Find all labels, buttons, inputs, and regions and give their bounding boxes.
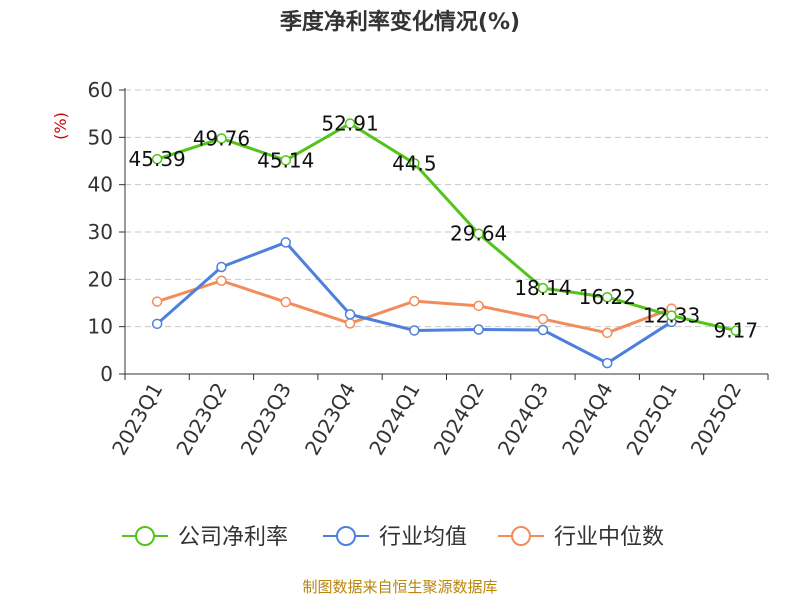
legend: 公司净利率 行业均值 行业中位数 <box>122 525 664 550</box>
x-tick-label: 2024Q2 <box>429 379 489 460</box>
data-point <box>537 282 549 294</box>
y-tick-label: 50 <box>88 125 113 149</box>
data-source-note: 制图数据来自恒生聚源数据库 <box>302 578 498 596</box>
axes: 0 10 20 30 40 50 60 (%) 2023Q1 2023Q2 2023Q3 2023Q4… <box>51 78 769 460</box>
x-tick-label: 2023Q3 <box>236 379 296 460</box>
x-tick-label: 2024Q3 <box>493 379 553 460</box>
data-point <box>344 118 356 129</box>
data-point <box>151 296 163 307</box>
series-line <box>156 122 737 333</box>
x-tick-label: 2023Q1 <box>107 379 167 460</box>
data-point <box>602 327 613 339</box>
series-lines <box>151 118 742 369</box>
data-point <box>473 300 484 312</box>
legend-marker <box>336 526 356 546</box>
data-point <box>280 155 291 166</box>
data-point <box>216 261 227 273</box>
x-tick-label: 2024Q1 <box>364 379 424 460</box>
data-labels: 45.39 49.76 45.14 52.91 44.5 29.64 18.14 16.22 1… <box>129 112 759 343</box>
data-point <box>409 295 420 307</box>
data-point <box>537 324 549 336</box>
y-tick-label: 20 <box>88 267 113 291</box>
data-point <box>151 153 163 165</box>
data-point <box>602 357 613 369</box>
data-label: 29.64 <box>450 222 507 246</box>
x-tick-label: 2024Q4 <box>557 379 617 460</box>
data-label: 44.5 <box>392 151 437 175</box>
x-tick-label: 2025Q1 <box>621 379 681 460</box>
data-point <box>216 275 227 287</box>
data-point <box>666 310 677 321</box>
data-point <box>602 291 613 303</box>
y-tick-label: 0 <box>100 362 113 386</box>
data-label: 45.14 <box>257 148 314 172</box>
legend-label: 行业中位数 <box>554 525 664 550</box>
y-tick-label: 30 <box>88 220 113 244</box>
data-point <box>280 296 291 308</box>
data-label: 9.17 <box>714 319 759 343</box>
y-tick-label: 10 <box>88 315 113 339</box>
data-point <box>537 313 549 325</box>
data-point <box>473 228 484 239</box>
data-point <box>280 237 291 248</box>
data-label: 12.33 <box>643 304 700 328</box>
data-point <box>409 325 420 336</box>
legend-label: 公司净利率 <box>178 525 288 550</box>
data-point <box>409 158 420 169</box>
legend-marker <box>511 526 531 546</box>
data-label: 16.22 <box>579 285 636 309</box>
data-point <box>730 325 742 336</box>
x-tick-label: 2023Q2 <box>171 379 231 460</box>
y-axis-label: (%) <box>51 112 70 140</box>
data-label: 45.39 <box>129 147 186 171</box>
data-label: 49.76 <box>193 126 250 150</box>
x-tick-label: 2025Q2 <box>686 379 746 460</box>
legend-marker <box>135 526 155 546</box>
data-point <box>344 309 356 320</box>
grid-lines <box>125 89 768 328</box>
data-point <box>344 318 356 329</box>
data-point <box>473 324 484 335</box>
y-tick-label: 40 <box>88 173 113 197</box>
data-point <box>151 318 163 330</box>
chart-title: 季度净利率变化情况(%) <box>279 10 521 35</box>
data-label: 52.91 <box>321 112 378 136</box>
data-point <box>216 133 227 144</box>
legend-label: 行业均值 <box>379 525 467 550</box>
y-tick-label: 60 <box>88 78 113 102</box>
x-tick-label: 2023Q4 <box>300 379 360 460</box>
data-label: 18.14 <box>514 276 571 300</box>
